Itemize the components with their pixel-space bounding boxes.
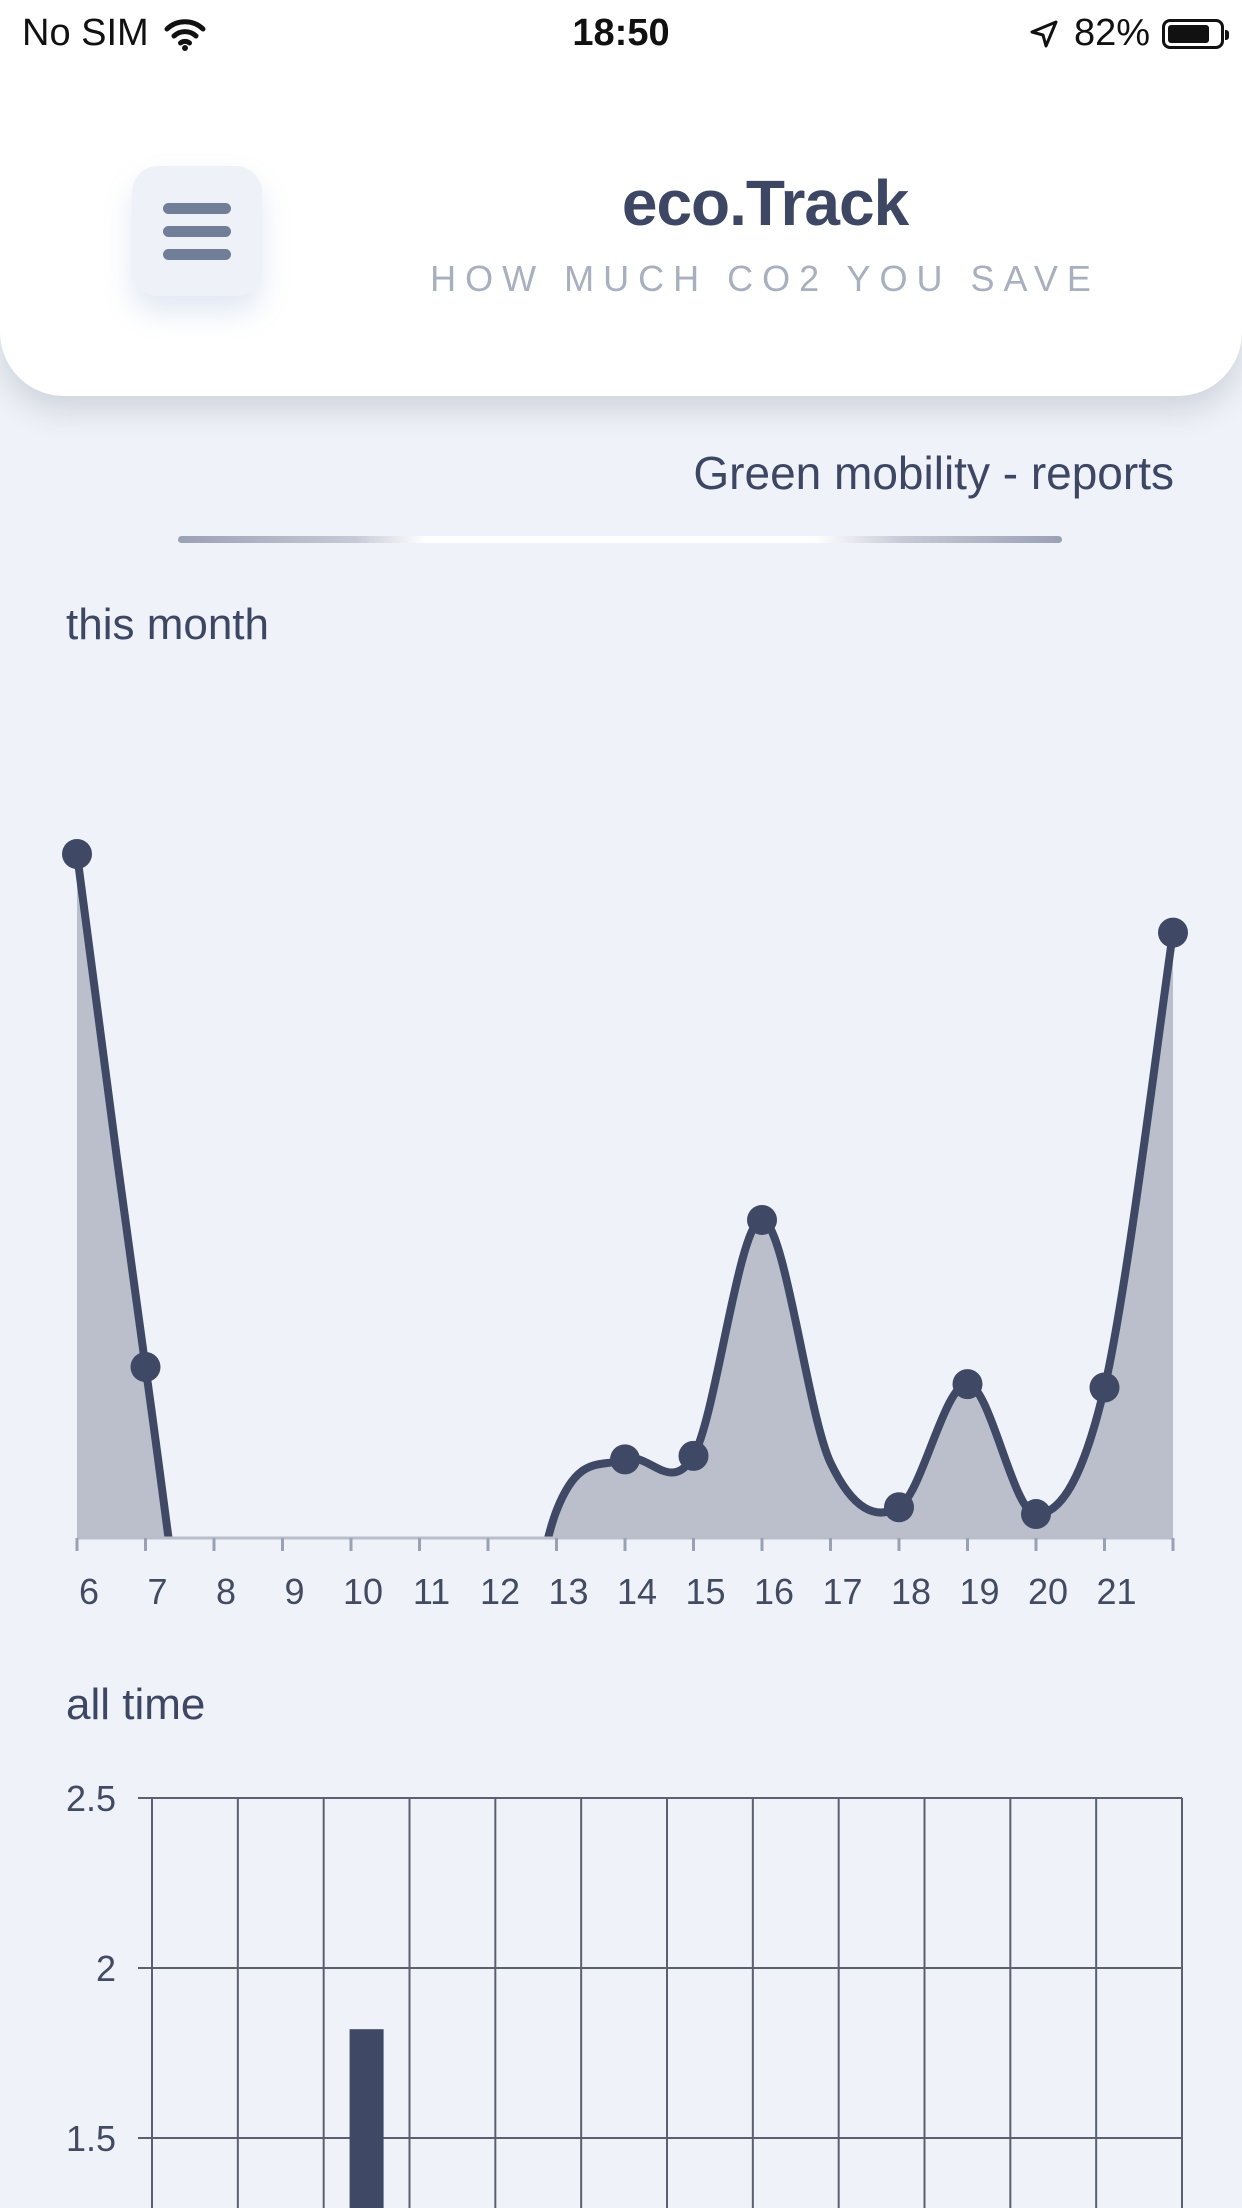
data-point [952, 1369, 983, 1400]
divider [178, 536, 1062, 543]
x-tick-label: 7 [147, 1571, 167, 1612]
battery-fill [1168, 24, 1209, 43]
data-point [610, 1444, 640, 1475]
status-left: No SIM [22, 12, 207, 55]
x-tick-label: 9 [284, 1571, 304, 1612]
data-point [1089, 1372, 1120, 1403]
x-tick-label: 20 [1028, 1571, 1068, 1612]
x-tick-label: 18 [891, 1571, 931, 1612]
y-tick-label: 2.5 [66, 1778, 116, 1819]
carrier-label: No SIM [22, 12, 149, 54]
app-subtitle: HOW MUCH CO2 YOU SAVE [430, 258, 1100, 299]
y-tick-label: 1.5 [66, 2118, 116, 2159]
status-bar: No SIM 18:50 82% [0, 0, 1242, 66]
battery-icon [1162, 18, 1229, 49]
battery-percent: 82% [1073, 12, 1150, 54]
data-point [130, 1352, 161, 1382]
menu-button[interactable] [132, 166, 262, 296]
x-tick-label: 8 [216, 1571, 236, 1612]
x-tick-label: 19 [959, 1571, 999, 1612]
data-point [747, 1204, 777, 1235]
x-tick-label: 11 [413, 1571, 450, 1612]
status-right: 82% [1028, 12, 1229, 55]
this-month-chart: 6 7 8 9 10 11 12 13 14 15 16 17 18 19 20 21 [62, 839, 1188, 1612]
grid [138, 1797, 1183, 2208]
data-point [884, 1492, 914, 1523]
hamburger-menu-icon-line [163, 225, 231, 237]
hamburger-menu-icon-line [163, 248, 231, 260]
location-arrow-icon [1030, 20, 1058, 47]
status-time: 18:50 [572, 12, 670, 54]
wifi-icon [164, 18, 206, 51]
x-tick-label: 17 [822, 1571, 862, 1612]
x-tick-label: 10 [343, 1571, 383, 1612]
x-tick-label: 15 [685, 1571, 725, 1612]
y-tick-label: 2 [96, 1948, 116, 1989]
data-point [678, 1440, 709, 1471]
x-tick-label: 16 [754, 1571, 794, 1612]
x-tick-label: 14 [617, 1571, 657, 1612]
all-time-label: all time [66, 1680, 206, 1729]
x-tick-label: 13 [548, 1571, 588, 1612]
data-point [1158, 917, 1188, 948]
this-month-label: this month [66, 600, 269, 649]
x-tick-label: 12 [480, 1571, 520, 1612]
app-header: eco.Track HOW MUCH CO2 YOU SAVE [0, 0, 1242, 396]
data-point [1021, 1499, 1051, 1530]
page-title: Green mobility - reports [693, 447, 1174, 499]
x-tick-label: 21 [1096, 1571, 1136, 1612]
data-point [62, 839, 92, 869]
app-title: eco.Track [621, 167, 909, 239]
x-tick-label: 6 [79, 1571, 99, 1612]
hamburger-menu-icon [163, 202, 231, 214]
bar [349, 2029, 384, 2208]
